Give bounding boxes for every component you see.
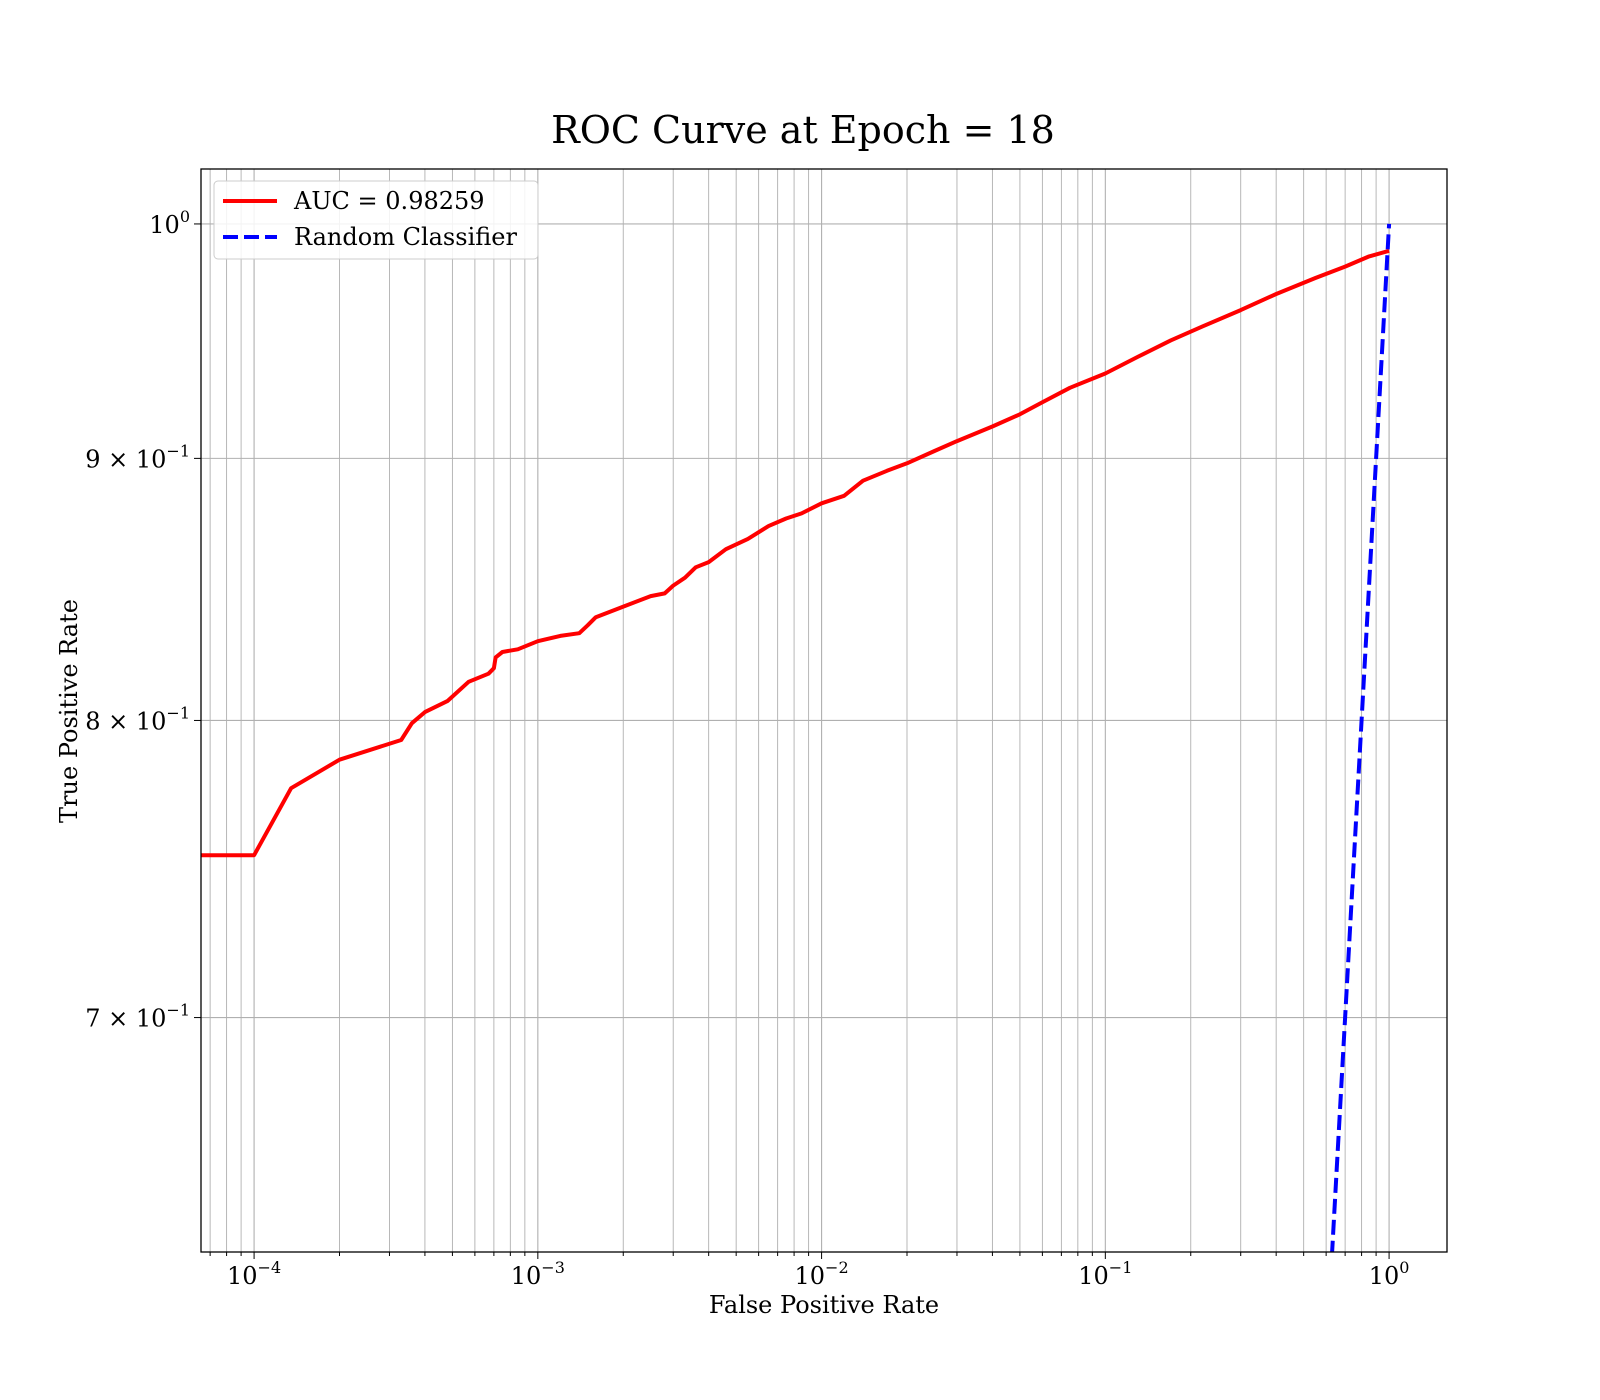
y-axis-label: True Positive Rate [55,599,83,823]
x-tick-label: 10−4 [227,1258,281,1290]
legend-label-auc: AUC = 0.98259 [293,187,485,215]
y-tick-label: 100 [149,207,190,239]
legend-label-random: Random Classifier [294,223,517,251]
legend-box [213,180,539,260]
x-tick-label: 10−2 [795,1258,849,1290]
x-tick-label: 10−3 [511,1258,565,1290]
roc-curve-line [201,248,1390,858]
series-layer [201,223,1392,1252]
x-tick-label: 10−1 [1078,1258,1132,1290]
plot-frame [200,168,1448,1253]
x-axis-label: False Positive Rate [709,1291,939,1319]
grid [201,169,1447,1252]
x-tick-label: 100 [1369,1258,1410,1290]
axis-ticks: 10−4 10−3 10−2 10−1 100 100 9 × 10−1 8 × 10−1 7 … [85,207,1409,1290]
y-tick-label: 9 × 10−1 [85,441,190,473]
y-tick-label: 8 × 10−1 [85,703,190,735]
y-tick-label: 7 × 10−1 [85,1001,190,1033]
chart-title: ROC Curve at Epoch = 18 [551,108,1055,152]
random-classifier-line [1330,223,1392,1252]
legend: AUC = 0.98259 Random Classifier [213,180,539,260]
